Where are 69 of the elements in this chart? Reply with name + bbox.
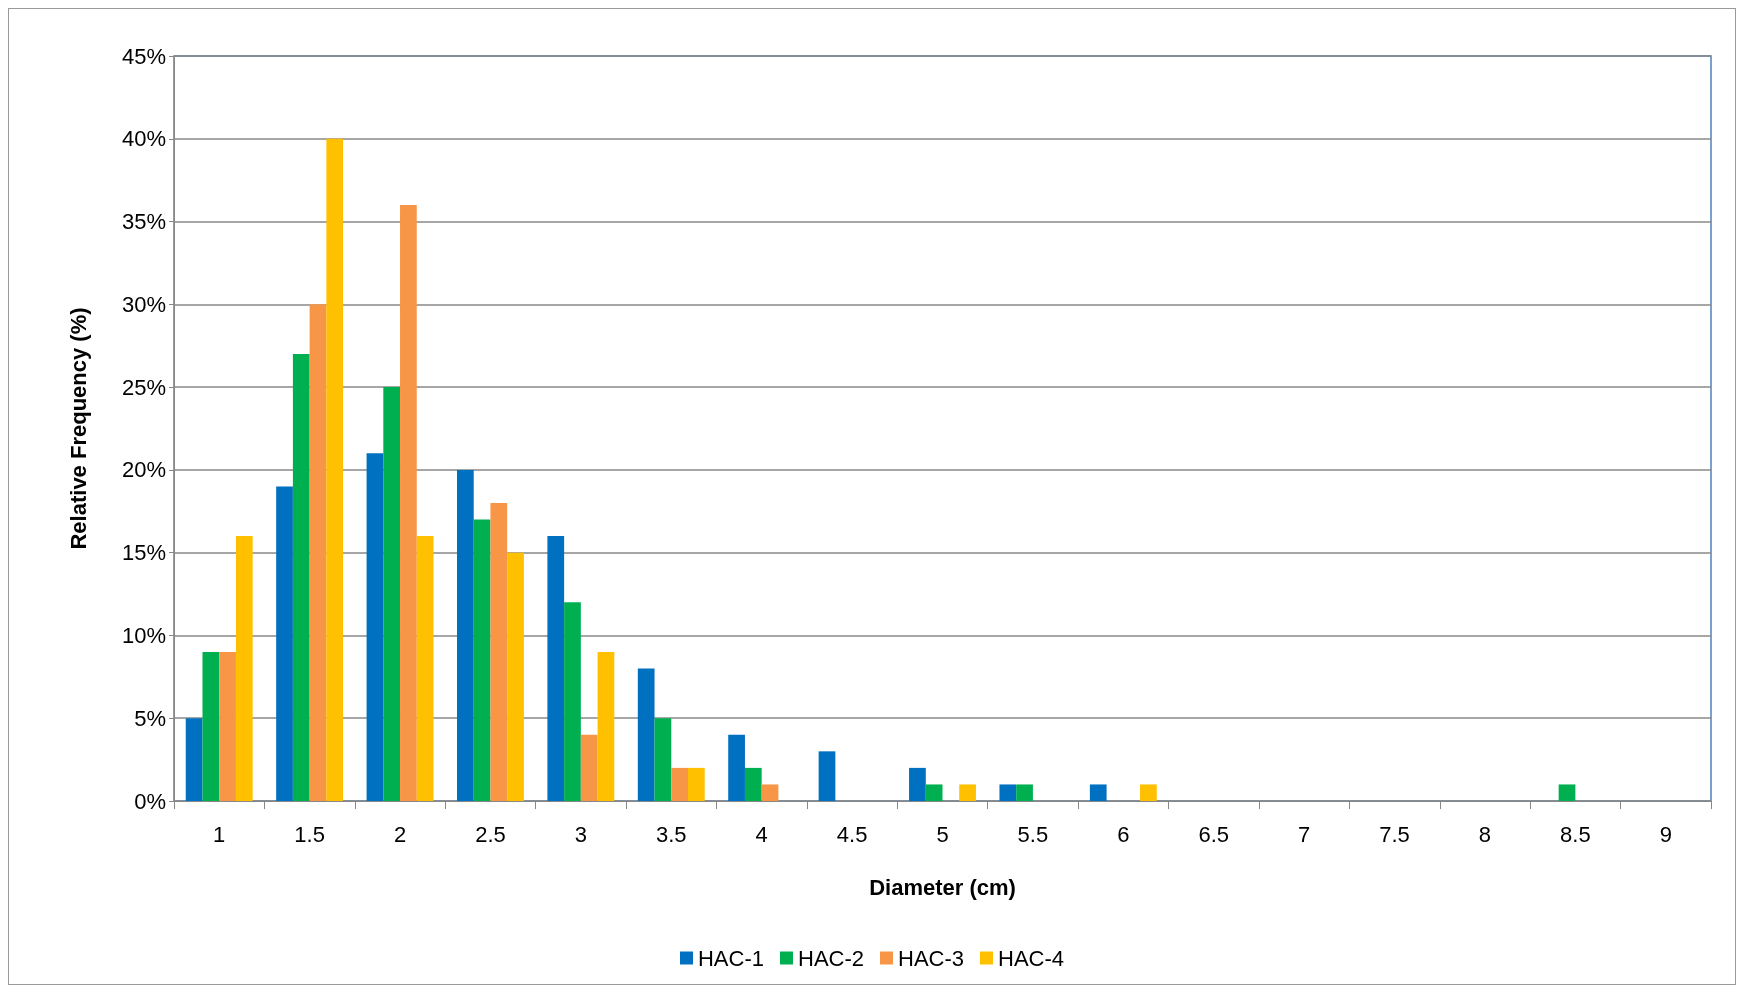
bar: [276, 486, 293, 801]
x-tick-label: 2.5: [475, 821, 506, 847]
y-tick-label: 40%: [121, 126, 166, 152]
y-tick-label: 30%: [121, 291, 166, 317]
legend-label: HAC-4: [998, 945, 1065, 971]
bar: [185, 718, 203, 801]
bar: [202, 652, 220, 801]
y-tick-label: 20%: [121, 457, 166, 483]
bar: [473, 519, 491, 801]
bar: [416, 536, 434, 801]
bar: [999, 784, 1017, 801]
bar: [400, 205, 417, 801]
bar: [744, 767, 762, 801]
bar: [309, 304, 327, 801]
bar: [235, 536, 253, 801]
bar: [1016, 784, 1033, 801]
x-tick-label: 7: [1298, 821, 1311, 847]
bar: [366, 453, 384, 801]
x-tick-label: 3: [574, 821, 587, 847]
x-tick-label: 3.5: [655, 821, 687, 847]
bar: [909, 767, 926, 801]
bar: [456, 469, 474, 801]
bar: [490, 503, 508, 801]
bar: [547, 536, 565, 801]
x-tick-label: 5: [936, 821, 949, 847]
bar: [1140, 784, 1157, 801]
y-tick-label: 5%: [134, 705, 166, 731]
bar: [564, 602, 581, 801]
x-tick-label: 8: [1478, 821, 1492, 847]
legend-label: HAC-3: [898, 945, 965, 971]
y-tick-label: 35%: [121, 209, 166, 235]
bar: [959, 784, 976, 801]
bar: [292, 354, 310, 801]
bar: [1089, 784, 1107, 801]
y-tick-label: 25%: [121, 374, 166, 400]
x-tick-label: 1.5: [294, 821, 325, 847]
y-tick-label: 0%: [134, 788, 166, 814]
y-tick-label: 15%: [121, 540, 166, 566]
legend-label: HAC-2: [797, 945, 864, 971]
x-tick-label: 2: [393, 821, 407, 847]
bar: [1558, 784, 1576, 801]
x-tick-label: 5.5: [1017, 821, 1049, 847]
x-tick-label: 6: [1117, 821, 1130, 847]
x-tick-label: 4: [755, 821, 768, 847]
bar: [654, 718, 672, 801]
x-tick-label: 6.5: [1198, 821, 1230, 847]
bar: [580, 734, 598, 801]
x-tick-label: 8.5: [1560, 821, 1591, 847]
bar: [761, 784, 779, 801]
bar: [597, 652, 615, 801]
x-axis-title: Diameter (cm): [869, 874, 1016, 900]
x-tick-label: 9: [1659, 821, 1672, 847]
x-tick-label: 1: [213, 821, 226, 847]
bar: [687, 767, 705, 801]
x-tick-label: 7.5: [1379, 821, 1410, 847]
bar: [637, 668, 655, 801]
bar: [326, 138, 344, 801]
bar: [383, 387, 401, 801]
bar: [671, 767, 688, 801]
legend-label: HAC-1: [697, 945, 764, 971]
x-tick-label: 4.5: [836, 821, 868, 847]
bar: [818, 751, 836, 801]
y-tick-label: 10%: [121, 622, 166, 648]
bar: [219, 652, 236, 801]
bar: [507, 552, 524, 801]
y-tick-label: 45%: [121, 43, 166, 69]
y-axis-title: Relative Frequency (%): [65, 307, 91, 550]
bar: [728, 734, 745, 801]
bar: [925, 784, 943, 801]
